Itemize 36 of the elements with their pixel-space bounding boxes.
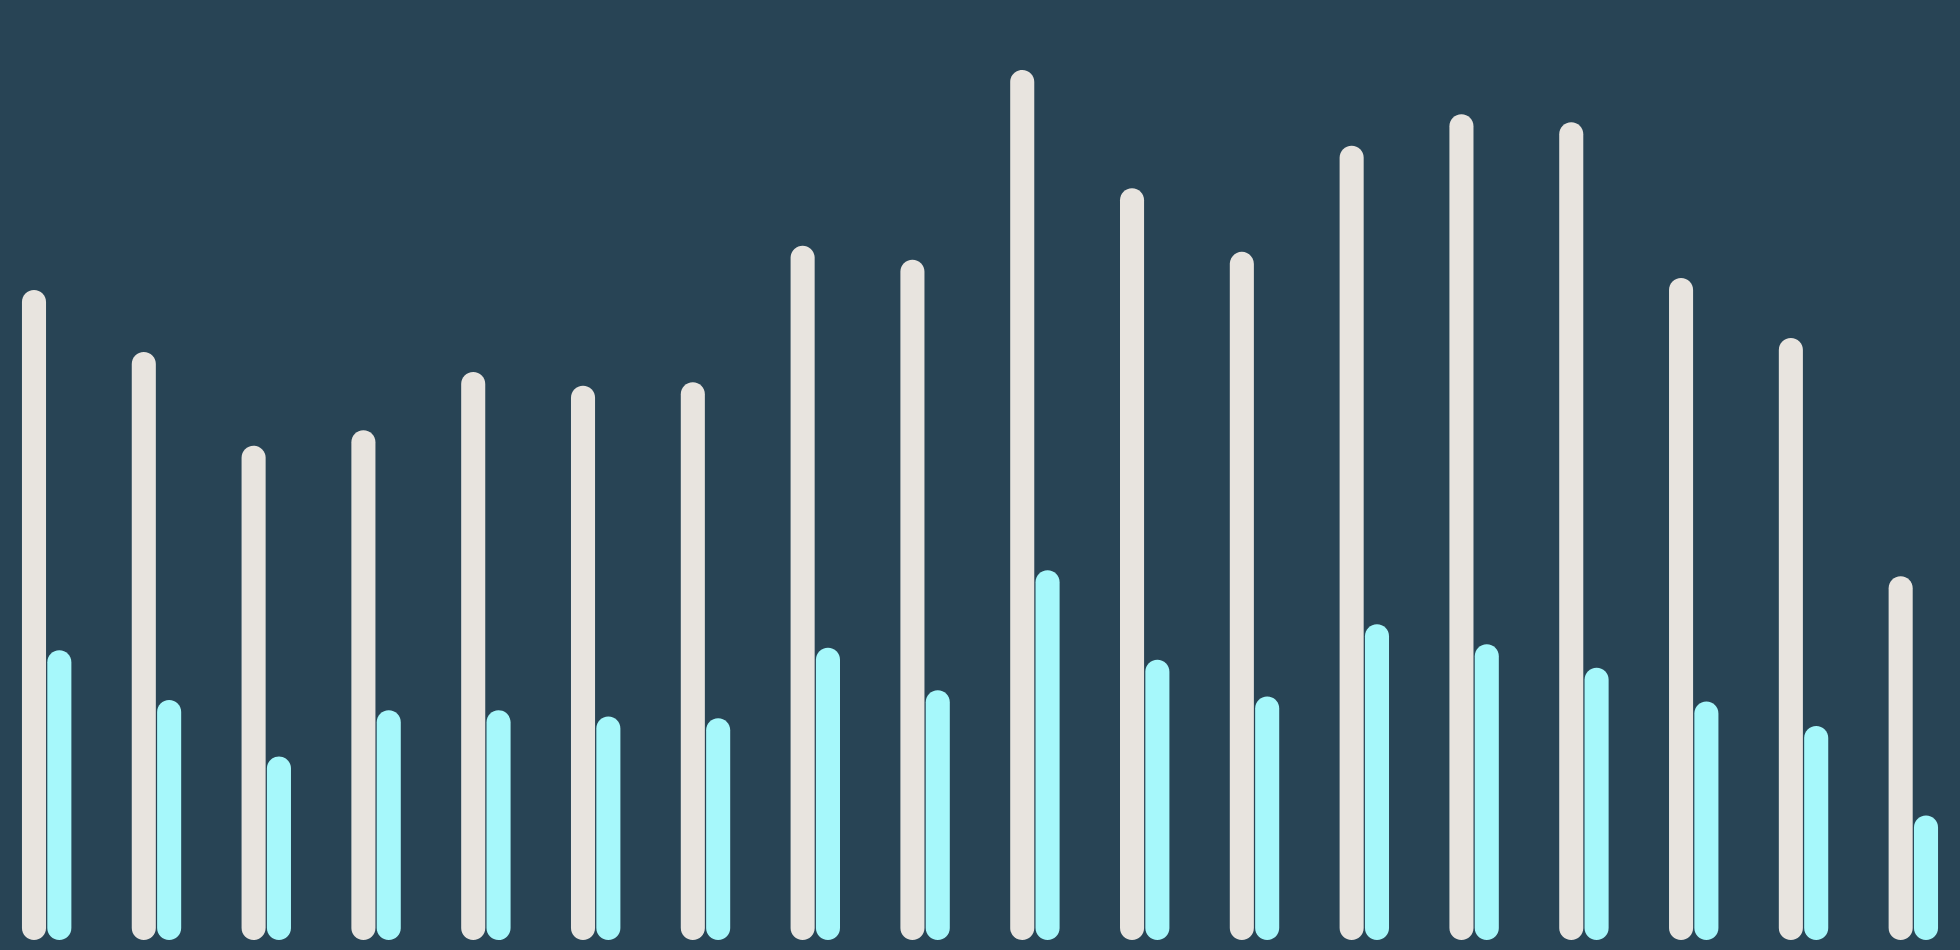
bar	[21, 290, 47, 940]
bar	[1888, 576, 1913, 940]
bar	[266, 756, 291, 940]
bar	[1010, 70, 1035, 940]
bar	[925, 690, 950, 940]
bar	[376, 710, 401, 940]
bar	[1145, 659, 1170, 940]
bar	[1229, 251, 1254, 940]
bar	[461, 371, 486, 940]
bar	[815, 647, 840, 940]
bar	[157, 699, 182, 940]
bar	[900, 259, 925, 940]
bar	[47, 650, 72, 940]
bar	[706, 718, 731, 940]
bar	[1584, 667, 1609, 940]
bar	[1339, 145, 1364, 940]
bar	[1449, 114, 1474, 940]
bar	[1778, 337, 1803, 940]
bar	[351, 430, 376, 940]
bar	[790, 245, 815, 940]
bar	[486, 710, 511, 940]
bar	[1474, 644, 1499, 940]
bar	[680, 382, 705, 940]
bar	[1669, 277, 1694, 940]
bar	[241, 445, 266, 940]
bar	[1913, 815, 1939, 940]
bar	[570, 385, 596, 940]
bar	[596, 716, 621, 940]
bar	[1120, 188, 1145, 940]
bar	[1035, 570, 1060, 940]
bar	[131, 351, 156, 940]
bar	[1364, 624, 1390, 940]
bar	[1255, 696, 1280, 940]
bar	[1804, 725, 1829, 940]
bar	[1694, 701, 1719, 940]
bar	[1559, 122, 1584, 940]
